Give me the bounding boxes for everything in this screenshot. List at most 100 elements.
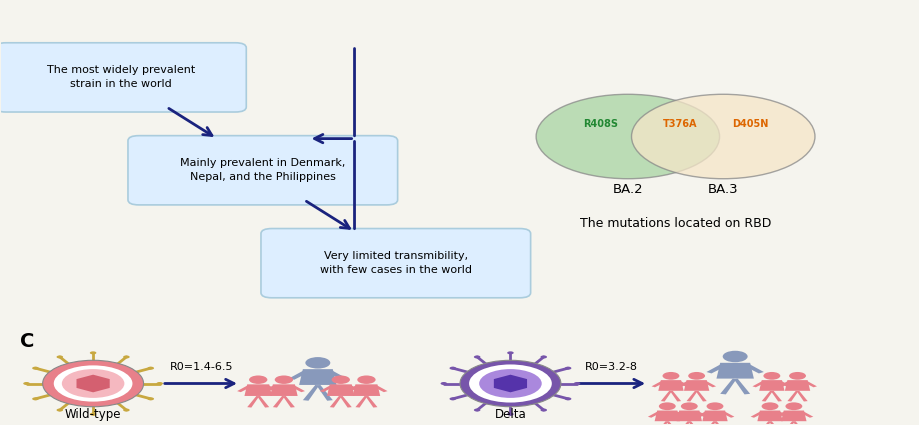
Circle shape: [90, 413, 96, 416]
Polygon shape: [654, 411, 679, 421]
Polygon shape: [273, 396, 285, 408]
Circle shape: [785, 402, 801, 410]
Circle shape: [658, 402, 675, 410]
Text: C: C: [19, 332, 34, 351]
Circle shape: [722, 351, 747, 362]
Polygon shape: [283, 396, 295, 408]
Text: Wild-type: Wild-type: [65, 408, 121, 421]
Circle shape: [275, 375, 293, 384]
Polygon shape: [800, 412, 812, 418]
Polygon shape: [770, 391, 781, 402]
Polygon shape: [777, 381, 789, 387]
Polygon shape: [319, 385, 332, 392]
Polygon shape: [675, 412, 686, 418]
Polygon shape: [292, 385, 305, 392]
Text: BA.2: BA.2: [612, 183, 642, 196]
Circle shape: [706, 402, 722, 410]
Polygon shape: [374, 385, 387, 392]
Polygon shape: [704, 421, 715, 425]
Circle shape: [564, 397, 571, 400]
Polygon shape: [678, 381, 689, 387]
Polygon shape: [658, 380, 683, 391]
Circle shape: [449, 367, 456, 370]
Circle shape: [56, 355, 63, 358]
Polygon shape: [267, 385, 279, 392]
Polygon shape: [697, 412, 708, 418]
Polygon shape: [756, 411, 782, 421]
Circle shape: [789, 372, 805, 380]
Text: BA.3: BA.3: [707, 183, 738, 196]
Circle shape: [473, 355, 480, 358]
Circle shape: [761, 402, 777, 410]
Polygon shape: [687, 421, 698, 425]
Polygon shape: [348, 385, 361, 392]
Polygon shape: [720, 379, 735, 394]
Text: The mutations located on RBD: The mutations located on RBD: [579, 217, 770, 230]
FancyBboxPatch shape: [261, 229, 530, 298]
Text: Very limited transmibility,
with few cases in the world: Very limited transmibility, with few cas…: [320, 251, 471, 275]
Circle shape: [506, 413, 513, 416]
Polygon shape: [263, 385, 276, 392]
Polygon shape: [703, 381, 715, 387]
Polygon shape: [752, 381, 764, 387]
Circle shape: [123, 355, 130, 358]
Circle shape: [249, 375, 267, 384]
Text: D405N: D405N: [732, 119, 768, 129]
Text: The most widely prevalent
strain in the world: The most widely prevalent strain in the …: [47, 65, 195, 89]
Polygon shape: [759, 421, 770, 425]
Polygon shape: [774, 412, 786, 418]
Polygon shape: [676, 381, 688, 387]
Polygon shape: [721, 412, 733, 418]
Polygon shape: [237, 385, 250, 392]
Polygon shape: [339, 396, 351, 408]
Circle shape: [32, 397, 39, 400]
Polygon shape: [651, 381, 663, 387]
Text: T376A: T376A: [663, 119, 697, 129]
Polygon shape: [758, 380, 784, 391]
Polygon shape: [326, 384, 354, 396]
Polygon shape: [299, 369, 336, 385]
Polygon shape: [669, 391, 680, 402]
Circle shape: [680, 402, 697, 410]
Polygon shape: [289, 371, 306, 380]
Circle shape: [573, 382, 580, 385]
Polygon shape: [76, 375, 109, 392]
Polygon shape: [716, 363, 753, 379]
Circle shape: [763, 372, 779, 380]
Polygon shape: [695, 391, 706, 402]
Circle shape: [156, 382, 163, 385]
Circle shape: [460, 360, 561, 407]
Circle shape: [536, 94, 719, 179]
Polygon shape: [783, 421, 794, 425]
Polygon shape: [257, 396, 269, 408]
FancyBboxPatch shape: [0, 43, 246, 112]
Circle shape: [123, 408, 130, 411]
Polygon shape: [660, 391, 671, 402]
Polygon shape: [796, 391, 807, 402]
Circle shape: [564, 367, 571, 370]
Circle shape: [331, 375, 349, 384]
Circle shape: [53, 366, 132, 402]
Circle shape: [90, 351, 96, 354]
Circle shape: [539, 355, 547, 358]
Polygon shape: [355, 396, 367, 408]
Circle shape: [147, 367, 153, 370]
Circle shape: [687, 372, 704, 380]
Polygon shape: [695, 412, 707, 418]
Circle shape: [630, 94, 814, 179]
Polygon shape: [777, 412, 789, 418]
Circle shape: [23, 382, 29, 385]
Polygon shape: [329, 371, 346, 380]
Text: Mainly prevalent in Denmark,
Nepal, and the Philippines: Mainly prevalent in Denmark, Nepal, and …: [180, 158, 346, 182]
Polygon shape: [733, 379, 749, 394]
Polygon shape: [656, 421, 667, 425]
Circle shape: [449, 397, 456, 400]
Polygon shape: [745, 365, 763, 374]
Polygon shape: [329, 396, 341, 408]
FancyBboxPatch shape: [128, 136, 397, 205]
Polygon shape: [768, 421, 779, 425]
Polygon shape: [701, 411, 727, 421]
Circle shape: [473, 408, 480, 411]
Polygon shape: [713, 421, 724, 425]
Polygon shape: [665, 421, 676, 425]
